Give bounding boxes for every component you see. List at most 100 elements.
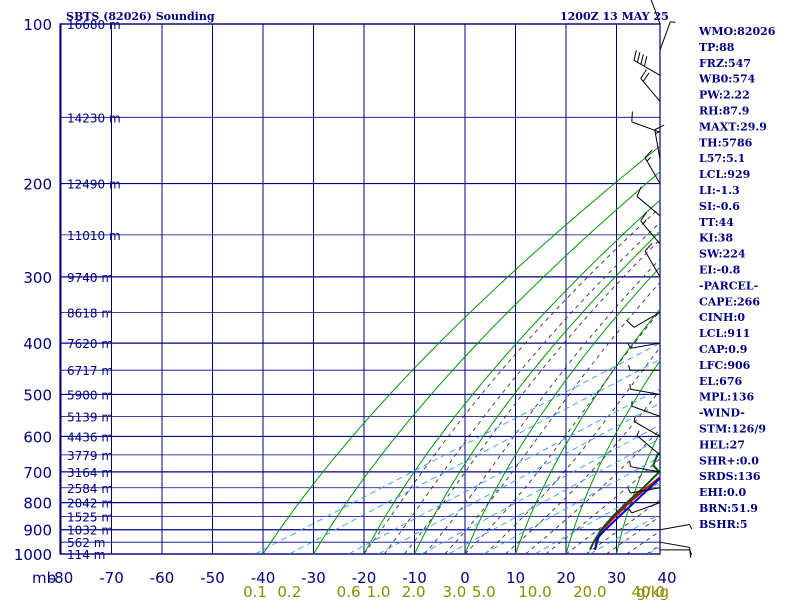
wind-barb	[636, 186, 661, 217]
moist-adiabat-line	[404, 238, 660, 554]
mixing-ratio-label: 2.0	[402, 583, 426, 600]
temperature-tick-label: -40	[251, 569, 276, 587]
height-label: 1032 m	[67, 524, 113, 538]
index-value: EHI:0.0	[699, 486, 746, 499]
temperature-tick-label: -10	[402, 569, 427, 587]
wind-barb-half-flag	[689, 524, 693, 530]
wind-barb-staff	[654, 129, 661, 160]
temperature-tick-label: 40	[657, 569, 676, 587]
wind-barb	[659, 524, 693, 531]
index-value: SHR+:0.0	[699, 454, 759, 467]
wind-barb-staff	[640, 220, 661, 245]
index-value: WMO:82026	[698, 25, 776, 38]
wind-barb-flag	[640, 69, 647, 79]
wind-barb-flag	[636, 186, 642, 197]
index-value: CAPE:266	[699, 295, 760, 308]
dry-adiabat-line	[515, 308, 660, 554]
wind-barb-flag	[626, 319, 635, 328]
wind-barb-staff	[633, 420, 661, 437]
wind-barbs	[626, 0, 693, 558]
pressure-tick-label: 300	[23, 269, 52, 287]
index-value: RH:87.9	[699, 105, 749, 118]
height-label: 12490 m	[67, 178, 121, 192]
wind-barb-flag	[644, 149, 653, 158]
pressure-tick-label: 500	[23, 386, 52, 404]
thermodynamic-guide-lines	[254, 145, 660, 554]
sounding-time: 1200Z 13 MAY 25	[560, 10, 669, 23]
dry-adiabat-line	[262, 145, 660, 554]
moist-adiabat-line	[383, 221, 660, 554]
wind-barb	[644, 149, 661, 184]
wind-barb	[654, 124, 665, 160]
temperature-profile-line	[594, 476, 660, 550]
height-label: 11010 m	[67, 229, 121, 243]
dry-adiabat-line	[565, 359, 660, 554]
index-value: TH:5786	[699, 136, 753, 149]
station-title: SBTS (82026) Sounding	[66, 10, 215, 23]
wind-barb	[644, 242, 661, 278]
index-value: LFC:906	[699, 359, 751, 372]
wind-barb-staff	[659, 21, 671, 51]
moist-adiabat-line	[464, 310, 660, 554]
height-label: 114 m	[67, 548, 105, 562]
wind-barb-staff	[659, 541, 690, 548]
index-value: LCL:911	[699, 327, 750, 340]
wind-barb-staff	[630, 487, 661, 494]
height-label: 4436 m	[67, 430, 113, 444]
wind-barb-staff	[640, 78, 661, 102]
index-value: MPL:136	[699, 391, 755, 404]
mixing-ratio-label: 0.2	[277, 583, 301, 600]
height-label: 5900 m	[67, 388, 113, 402]
height-label: 6717 m	[67, 364, 113, 378]
wind-barb-half-flag	[627, 488, 631, 494]
wind-barb	[659, 21, 676, 51]
wind-barb-staff	[636, 435, 661, 456]
temperature-tick-label: -50	[200, 569, 225, 587]
index-value: PW:2.22	[699, 89, 750, 102]
mixing-ratio-label: 5.0	[472, 583, 496, 600]
temperature-tick-label: -60	[150, 569, 175, 587]
index-value: CINH:0	[699, 311, 745, 324]
pressure-tick-label: 700	[23, 464, 52, 482]
moist-adiabat-line	[363, 206, 660, 554]
sounding-profiles	[589, 451, 660, 551]
index-value: -WIND-	[699, 407, 745, 420]
index-value: HEL:27	[699, 438, 745, 451]
index-value: EL:676	[699, 375, 742, 388]
height-label: 2584 m	[67, 482, 113, 496]
temperature-tick-label: -30	[301, 569, 326, 587]
wind-barb-flag	[644, 242, 653, 252]
index-value: BSHR:5	[699, 518, 748, 531]
mixing-ratio-label: 10.0	[518, 583, 551, 600]
mixing-ratio-line	[254, 342, 660, 554]
moist-adiabat-line	[505, 389, 660, 554]
index-value: SI:-0.6	[699, 200, 740, 213]
index-value: KI:38	[699, 232, 733, 245]
pressure-tick-label: 100	[23, 16, 52, 34]
dry-adiabat-line	[363, 199, 660, 554]
pressure-tick-label: 800	[23, 495, 52, 513]
wind-barb-half-flag	[628, 508, 633, 514]
index-value: BRN:51.9	[699, 502, 758, 515]
wind-barb-half-flag	[646, 156, 651, 162]
wind-barb-staff	[633, 311, 661, 328]
parcel-path-line	[594, 476, 660, 551]
wind-barb-flag	[631, 111, 633, 122]
wind-barb-flag	[633, 50, 637, 61]
mixing-ratio-label: 40.0	[631, 583, 664, 600]
temperature-tick-label: -80	[49, 569, 74, 587]
wind-barb-staff	[644, 157, 661, 184]
height-label: 2042 m	[67, 497, 113, 511]
wind-barb	[660, 549, 692, 555]
index-value: TP:88	[699, 41, 735, 54]
height-label: 1525 m	[67, 511, 113, 525]
wind-barb-flag	[642, 72, 650, 82]
pressure-temperature-grid	[59, 23, 661, 555]
index-value: FRZ:547	[699, 57, 751, 70]
index-value: L57:5.1	[699, 152, 745, 165]
mixing-ratio-label: 20.0	[573, 583, 606, 600]
wind-barb	[631, 400, 661, 417]
